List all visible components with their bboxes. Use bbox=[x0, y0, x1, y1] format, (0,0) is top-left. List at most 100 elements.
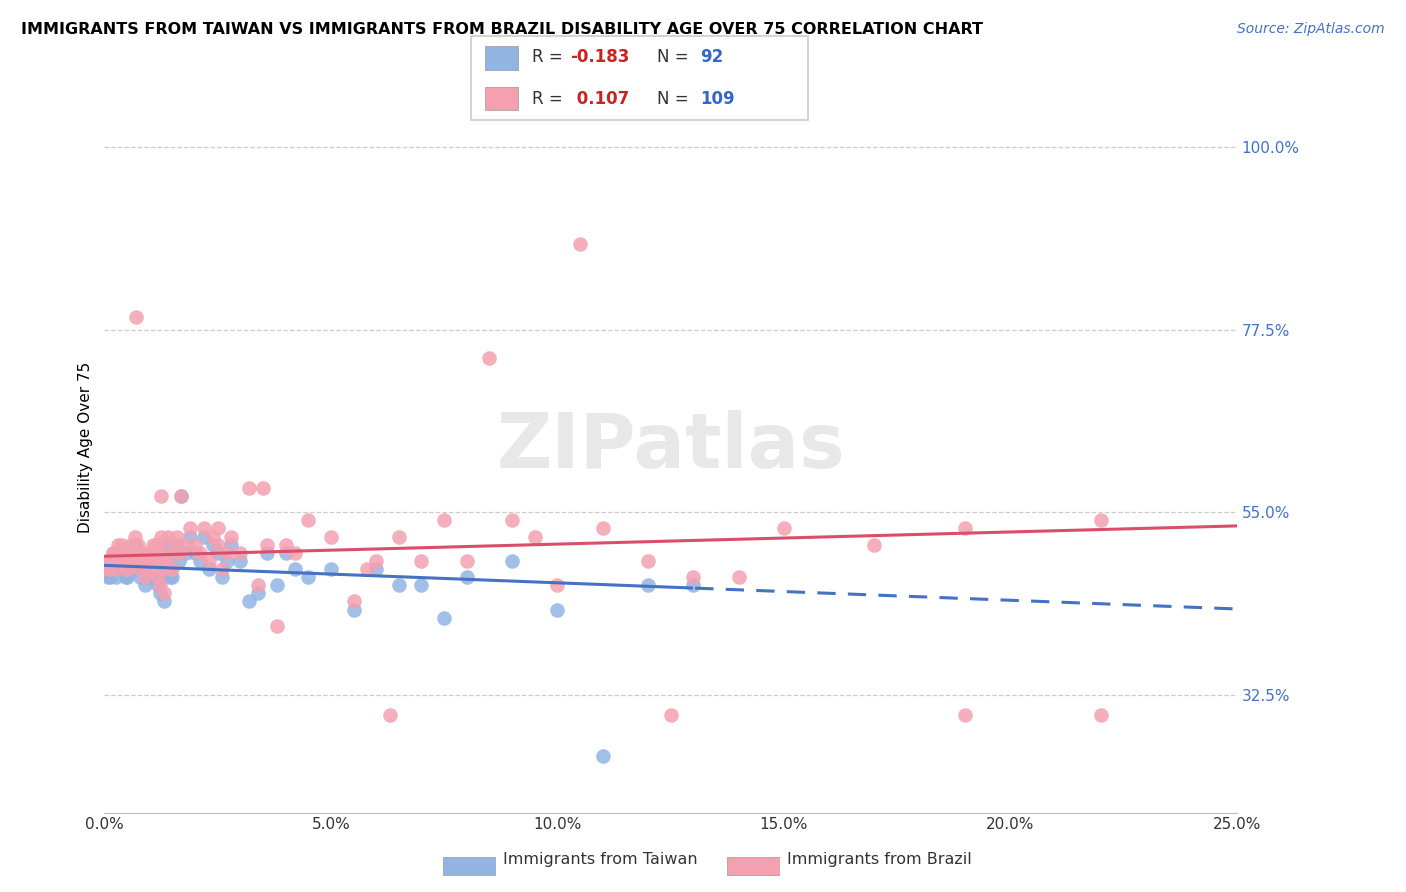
Point bbox=[197, 562, 219, 576]
Point bbox=[252, 481, 274, 495]
Point bbox=[98, 570, 121, 584]
Point bbox=[202, 529, 225, 543]
Point bbox=[266, 578, 288, 592]
Point bbox=[124, 538, 146, 552]
Point bbox=[229, 546, 252, 560]
Point bbox=[167, 546, 190, 560]
Point bbox=[366, 554, 388, 568]
Point bbox=[159, 570, 181, 584]
Point bbox=[143, 562, 166, 576]
Point bbox=[342, 594, 364, 608]
Text: N =: N = bbox=[657, 48, 693, 66]
Point bbox=[184, 538, 207, 552]
Point bbox=[247, 586, 270, 600]
Point bbox=[150, 562, 173, 576]
Point bbox=[193, 529, 215, 543]
Point bbox=[153, 594, 176, 608]
Point bbox=[159, 562, 181, 576]
Point bbox=[953, 521, 976, 535]
Point bbox=[153, 586, 176, 600]
Point bbox=[284, 562, 307, 576]
Point bbox=[125, 554, 148, 568]
Point bbox=[131, 546, 153, 560]
Point bbox=[170, 489, 193, 503]
Point bbox=[110, 562, 132, 576]
Point bbox=[163, 546, 186, 560]
Point bbox=[456, 554, 478, 568]
Point bbox=[1090, 513, 1112, 527]
Point bbox=[179, 529, 201, 543]
Point bbox=[207, 521, 229, 535]
Point bbox=[211, 562, 233, 576]
Point bbox=[100, 554, 122, 568]
Point bbox=[342, 602, 364, 616]
Point bbox=[117, 546, 139, 560]
Point bbox=[170, 489, 193, 503]
Point bbox=[238, 594, 260, 608]
Point bbox=[117, 554, 139, 568]
Point bbox=[150, 538, 173, 552]
Point bbox=[501, 554, 523, 568]
Point bbox=[121, 554, 143, 568]
Point bbox=[166, 538, 188, 552]
Point bbox=[115, 562, 138, 576]
Point bbox=[143, 554, 166, 568]
Bar bbox=[485, 87, 519, 111]
Point bbox=[132, 562, 155, 576]
Point bbox=[104, 562, 127, 576]
Point bbox=[107, 538, 129, 552]
Point bbox=[569, 237, 592, 252]
Point bbox=[727, 570, 749, 584]
Point bbox=[167, 554, 190, 568]
Point bbox=[114, 554, 136, 568]
Point bbox=[104, 570, 127, 584]
Bar bbox=[485, 45, 519, 70]
Point bbox=[120, 538, 142, 552]
Point bbox=[388, 578, 411, 592]
Point bbox=[115, 570, 138, 584]
Point bbox=[112, 562, 135, 576]
Point bbox=[388, 529, 411, 543]
Text: N =: N = bbox=[657, 90, 693, 108]
Point bbox=[128, 570, 150, 584]
Point bbox=[101, 546, 124, 560]
Point bbox=[115, 562, 138, 576]
Point bbox=[138, 562, 160, 576]
Point bbox=[135, 546, 157, 560]
Point bbox=[319, 529, 342, 543]
Point bbox=[100, 562, 122, 576]
Point bbox=[134, 570, 156, 584]
Point bbox=[135, 554, 157, 568]
Point bbox=[105, 546, 128, 560]
Point bbox=[174, 538, 197, 552]
Point bbox=[111, 554, 134, 568]
Point bbox=[162, 570, 184, 584]
Point bbox=[125, 546, 148, 560]
Point bbox=[682, 570, 704, 584]
Text: Immigrants from Brazil: Immigrants from Brazil bbox=[787, 852, 972, 867]
Point bbox=[127, 538, 149, 552]
Point bbox=[215, 554, 238, 568]
Point bbox=[143, 554, 166, 568]
Point bbox=[97, 570, 120, 584]
Point bbox=[207, 546, 229, 560]
Point bbox=[163, 538, 186, 552]
Point bbox=[145, 546, 167, 560]
Point bbox=[256, 538, 278, 552]
Point bbox=[366, 562, 388, 576]
Point bbox=[142, 538, 165, 552]
Point bbox=[138, 570, 160, 584]
Point bbox=[121, 554, 143, 568]
Point bbox=[141, 554, 163, 568]
Point bbox=[125, 310, 148, 325]
Point bbox=[411, 578, 433, 592]
Point bbox=[637, 554, 659, 568]
Point bbox=[98, 562, 121, 576]
Point bbox=[105, 554, 128, 568]
Point bbox=[863, 538, 886, 552]
Point bbox=[174, 546, 197, 560]
Point bbox=[546, 602, 568, 616]
Point bbox=[156, 554, 179, 568]
Point bbox=[121, 546, 143, 560]
Point bbox=[148, 538, 170, 552]
